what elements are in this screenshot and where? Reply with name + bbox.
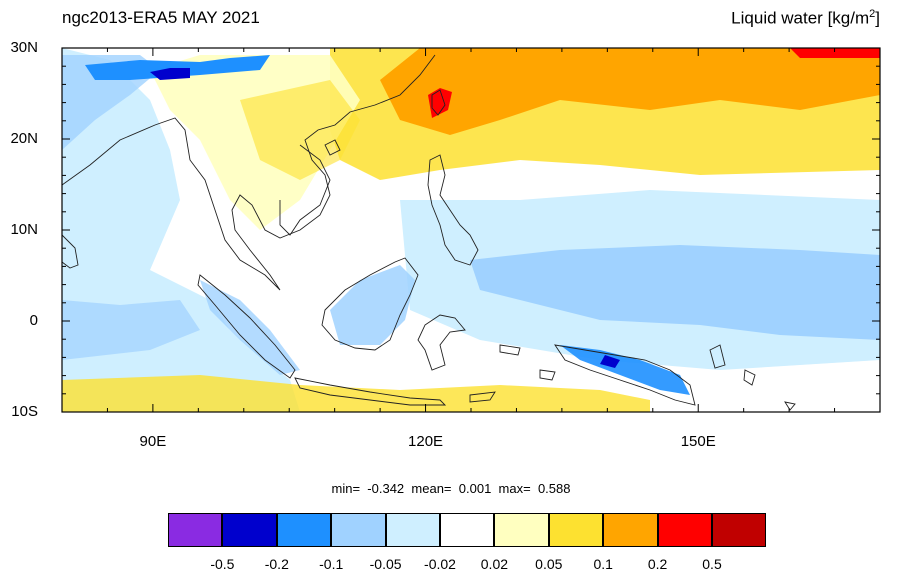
colorbar-box (494, 513, 549, 547)
lon-tick-label: 120E (408, 433, 444, 450)
colorbar-box (657, 513, 712, 547)
statistics-line: min= -0.342 mean= 0.001 max= 0.588 (0, 481, 902, 496)
subtropical-pacific-positive (380, 48, 880, 135)
coastline-island-5 (784, 401, 796, 411)
colorbar-label: 0.1 (593, 556, 613, 572)
lon-tick-label: 90E (139, 433, 167, 450)
lat-tick-label: 0 (29, 312, 38, 329)
southern-positive-band (62, 375, 650, 412)
colorbar-label: -0.1 (319, 556, 344, 572)
axis-ticks (61, 47, 881, 413)
coastline-sumatra (197, 274, 296, 379)
min-value: -0.342 (367, 481, 405, 496)
colorbar-box (331, 513, 386, 547)
variable-name: Liquid water (731, 8, 823, 28)
max-label: max= (498, 481, 531, 496)
colorbar-label: -0.05 (369, 556, 402, 572)
coastlines (61, 54, 796, 411)
coastline-bengal (61, 54, 436, 291)
variable-title: Liquid water [kg/m2] (731, 8, 880, 29)
colorbar-box (548, 513, 604, 547)
mean-value: 0.001 (458, 481, 492, 496)
equatorial-pacific-negative-strong (470, 245, 880, 340)
min-label: min= (331, 481, 361, 496)
south-white-area (680, 380, 880, 412)
lat-tick-label: 30N (10, 39, 38, 56)
units-text-end: ] (875, 8, 880, 28)
coastline-island-2 (539, 369, 556, 381)
max-value: 0.588 (537, 481, 571, 496)
north-dark-blue-patch (85, 55, 270, 80)
colorbar-label: -0.2 (264, 556, 289, 572)
new-guinea-anomaly (560, 345, 690, 395)
plot-title: ngc2013-ERA5 MAY 2021 (62, 8, 260, 27)
colorbar-box (712, 513, 767, 547)
north-red-patch (790, 48, 880, 58)
colorbar-label: -0.02 (424, 556, 456, 572)
coastline-island-1 (499, 344, 521, 356)
coastline-timor (469, 391, 496, 403)
colorbar-box (222, 513, 277, 547)
colorbar-box (168, 513, 223, 547)
coastline-sulawesi (417, 314, 466, 371)
lat-tick-label: 20N (10, 130, 38, 147)
coastline-new-guinea (554, 344, 696, 406)
colorbar-label: 0.5 (702, 556, 722, 572)
sumatra-negative (200, 280, 300, 375)
coastline-india (61, 234, 79, 269)
new-guinea-deep (600, 355, 620, 368)
coastline-philippines (427, 154, 479, 266)
colorbar-label: -0.5 (210, 556, 235, 572)
colorbar-box (440, 513, 495, 547)
lon-tick-label: 150E (680, 433, 716, 450)
colorbar-label: 0.2 (647, 556, 668, 572)
colorbar-label: 0.02 (480, 556, 509, 572)
colorbar-box (385, 513, 440, 547)
coastline-borneo (321, 257, 419, 351)
anomaly-field (62, 48, 880, 412)
colorbar-box (276, 513, 332, 547)
lat-tick-label: 10S (11, 403, 38, 420)
units-text: [kg/m (827, 8, 870, 28)
coastline-indochina (279, 144, 331, 236)
coastline-hainan (324, 139, 341, 156)
mean-label: mean= (411, 481, 452, 496)
borneo-negative (330, 265, 415, 345)
units-superscript: 2 (869, 8, 876, 20)
coastline-taiwan (431, 89, 446, 116)
coastline-island-3 (709, 344, 726, 369)
colorbar-label: 0.05 (535, 556, 563, 572)
coastline-java (294, 377, 447, 406)
lat-tick-label: 10N (10, 221, 38, 238)
indian-ocean-negative (62, 300, 200, 360)
colorbar-box (603, 513, 658, 547)
north-deep-blue-patch (150, 68, 190, 80)
coastline-island-4 (743, 369, 756, 386)
